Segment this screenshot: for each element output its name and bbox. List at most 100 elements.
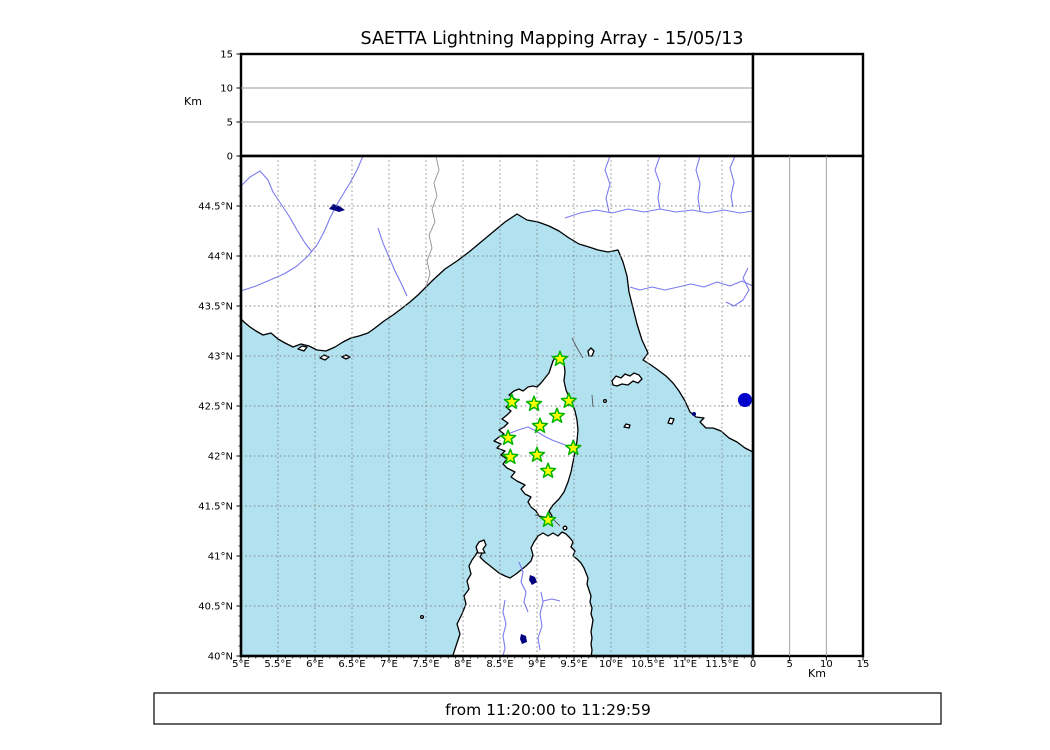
coastline-mainland xyxy=(241,156,753,453)
latitude-tick-label: 42°N xyxy=(208,452,233,463)
island-hyeres-2 xyxy=(319,354,330,361)
lake xyxy=(520,634,527,644)
island-pianosa xyxy=(623,423,631,429)
river xyxy=(725,267,750,307)
right-panel-ticks xyxy=(752,656,864,661)
islet xyxy=(419,614,425,620)
footer-frame xyxy=(153,692,942,725)
longitude-tick-label: 6°E xyxy=(306,659,324,670)
altitude-tick-label: 10 xyxy=(220,84,233,95)
lma-station-marker xyxy=(503,393,521,410)
river xyxy=(604,156,611,213)
lakes xyxy=(329,204,696,644)
lma-station-marker xyxy=(499,429,517,446)
island-asinara xyxy=(475,539,487,554)
altitude-axis-label-bottom: Km xyxy=(808,667,826,680)
lma-station-marker xyxy=(528,446,546,463)
altitude-tick-label: 5 xyxy=(227,118,233,129)
river xyxy=(542,598,561,602)
land-masses xyxy=(241,156,753,656)
river xyxy=(729,156,736,208)
river xyxy=(518,561,529,613)
river xyxy=(507,426,575,450)
map-panel: 5°E 5.5°E 6°E 6.5°E 7°E 7.5°E 8°E 8.5°E 9°E 9.5°E… xyxy=(198,154,755,671)
river xyxy=(629,280,753,291)
altitude-tick-label: 15 xyxy=(220,50,233,61)
altitude-longitude-panel: 0 5 10 15 xyxy=(220,50,755,163)
altitude-tick-label: 5 xyxy=(786,659,792,670)
figure-title: SAETTA Lightning Mapping Array - 15/05/1… xyxy=(361,29,744,49)
lake xyxy=(529,575,537,585)
island-giglio xyxy=(667,417,675,425)
longitude-tick-label: 9.5°E xyxy=(560,659,587,670)
longitude-tick-label: 5°E xyxy=(232,659,250,670)
right-panel-tick-labels: 0 5 10 15 xyxy=(750,659,870,670)
river xyxy=(654,156,661,210)
corner-panel-frame xyxy=(751,52,865,158)
latitude-tick-label: 41.5°N xyxy=(198,502,233,513)
longitude-tick-label: 8.5°E xyxy=(486,659,513,670)
island-maddalena xyxy=(562,525,568,531)
longitude-tick-label: 6.5°E xyxy=(338,659,365,670)
latitude-tick-label: 40.5°N xyxy=(198,602,233,613)
longitude-tick-label: 7.5°E xyxy=(412,659,439,670)
lake xyxy=(692,412,696,416)
lma-station-marker xyxy=(548,407,566,424)
footer-text: from 11:20:00 to 11:29:59 xyxy=(445,701,651,719)
map-tick-labels: 5°E 5.5°E 6°E 6.5°E 7°E 7.5°E 8°E 8.5°E 9°E 9.5°E… xyxy=(198,202,739,671)
longitude-tick-label: 9°E xyxy=(528,659,546,670)
lma-station-marker xyxy=(502,448,519,465)
right-panel-gridlines xyxy=(789,156,827,656)
lma-station-marker xyxy=(525,395,543,412)
longitude-tick-label: 11°E xyxy=(673,659,697,670)
islet xyxy=(602,398,608,404)
lma-station-marker xyxy=(565,439,582,456)
top-panel-frame xyxy=(239,52,755,158)
lma-station-marker xyxy=(539,462,557,479)
rivers xyxy=(241,156,753,656)
latitude-tick-label: 41°N xyxy=(208,552,233,563)
longitude-tick-label: 11.5°E xyxy=(705,659,739,670)
latitude-tick-label: 44°N xyxy=(208,252,233,263)
altitude-latitude-panel: 0 5 10 15 xyxy=(750,154,870,670)
latitude-tick-label: 40°N xyxy=(208,652,233,663)
lightning-event-dot xyxy=(737,393,752,407)
latitude-tick-label: 42.5°N xyxy=(198,402,233,413)
altitude-tick-label: 0 xyxy=(750,659,756,670)
coastline-sardinia xyxy=(451,531,594,656)
station-markers xyxy=(499,350,582,528)
country-border xyxy=(425,156,440,288)
longitude-tick-label: 10°E xyxy=(599,659,623,670)
lma-station-marker xyxy=(551,350,569,367)
river xyxy=(537,591,544,651)
latitude-tick-label: 43.5°N xyxy=(198,302,233,313)
river xyxy=(502,599,507,656)
lma-station-marker xyxy=(531,417,549,434)
river xyxy=(241,156,364,292)
longitude-tick-label: 5.5°E xyxy=(264,659,291,670)
lma-station-marker xyxy=(539,511,557,528)
longitude-tick-label: 8°E xyxy=(454,659,472,670)
island-elba xyxy=(611,372,643,387)
footer-box: from 11:20:00 to 11:29:59 xyxy=(153,692,942,725)
map-ticks xyxy=(236,165,752,661)
lma-station-marker xyxy=(560,392,577,409)
latitude-tick-label: 43°N xyxy=(208,352,233,363)
altitude-tick-label: 10 xyxy=(820,659,833,670)
right-panel-frame xyxy=(751,154,865,658)
altitude-axis-label-left: Km xyxy=(184,95,202,108)
river xyxy=(241,170,313,253)
altitude-tick-label: 15 xyxy=(857,659,870,670)
island-hyeres-1 xyxy=(297,345,308,352)
top-panel-gridlines xyxy=(241,87,753,123)
longitude-tick-label: 7°E xyxy=(380,659,398,670)
river xyxy=(377,227,408,297)
island-capraia xyxy=(587,347,595,357)
river xyxy=(695,156,701,212)
longitude-tick-label: 10.5°E xyxy=(631,659,665,670)
map-content xyxy=(241,156,753,656)
latitude-tick-label: 44.5°N xyxy=(198,202,233,213)
sea-line xyxy=(591,394,594,408)
